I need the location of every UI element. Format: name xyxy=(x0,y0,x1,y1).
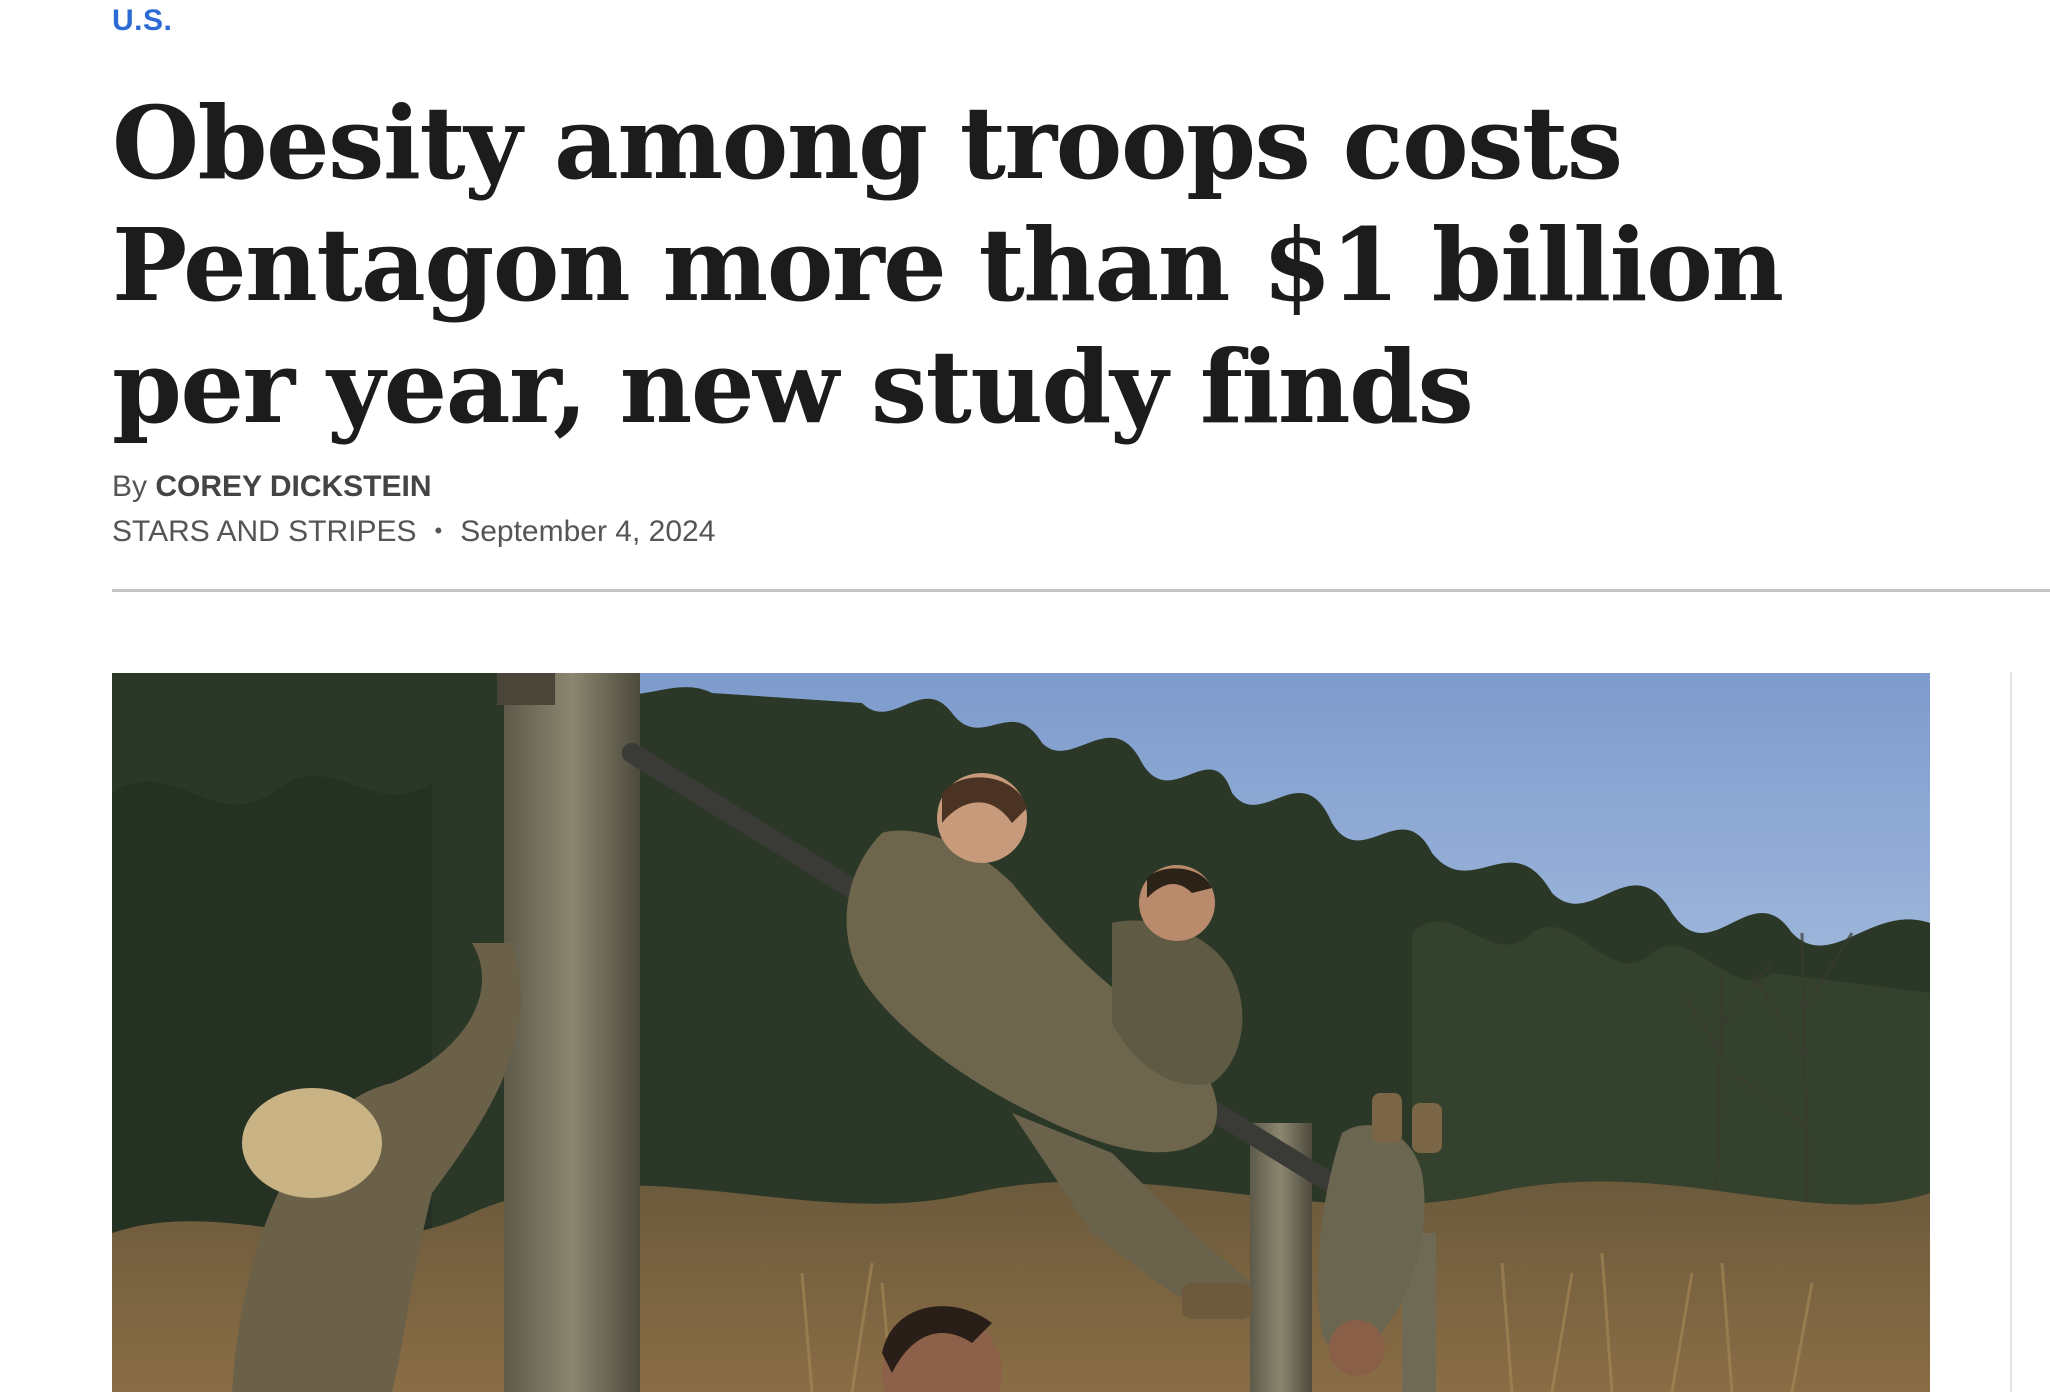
separator-dot: • xyxy=(434,518,443,543)
byline: By COREY DICKSTEIN xyxy=(112,470,432,504)
article-headline: Obesity among troops costs Pentagon more… xyxy=(112,84,1784,446)
source-name: STARS AND STRIPES xyxy=(112,515,417,548)
source-date-line: STARS AND STRIPES • September 4, 2024 xyxy=(112,515,715,549)
sidebar-rule xyxy=(2010,672,2012,1392)
lead-photo-image xyxy=(112,673,1930,1392)
author-link[interactable]: COREY DICKSTEIN xyxy=(155,470,432,503)
publish-date: September 4, 2024 xyxy=(460,515,716,548)
lead-photo[interactable] xyxy=(112,673,1930,1392)
byline-prefix: By xyxy=(112,470,148,503)
header-divider xyxy=(112,589,2050,592)
section-link-us[interactable]: U.S. xyxy=(112,4,173,37)
